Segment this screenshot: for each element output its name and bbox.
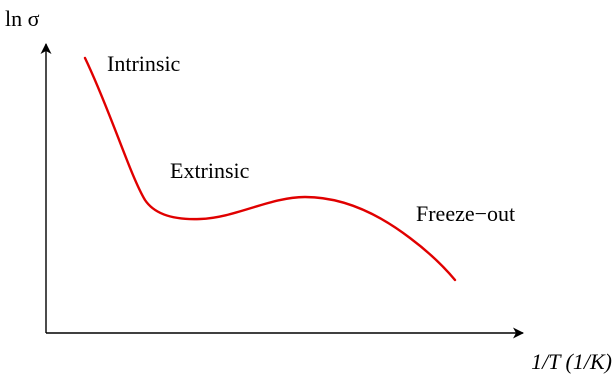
x-axis-title: 1/T (1/K) [531, 349, 612, 374]
annotation-intrinsic: Intrinsic [107, 51, 181, 76]
annotation-extrinsic: Extrinsic [170, 158, 250, 183]
y-axis-title: ln σ [5, 6, 40, 31]
conductivity-curve [83, 56, 457, 282]
annotation-freeze-out: Freeze−out [416, 201, 515, 226]
